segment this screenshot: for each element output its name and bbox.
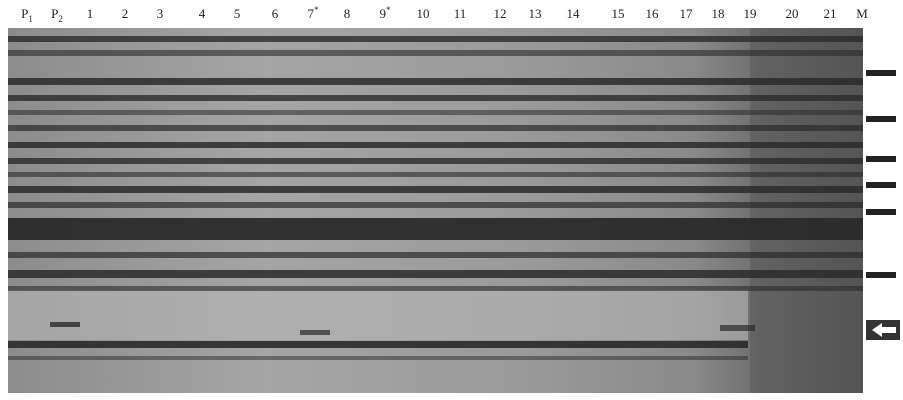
lane-label-main: 4 (199, 6, 206, 21)
lane-label-sub: 2 (58, 14, 63, 24)
lane-label: 8 (344, 6, 351, 21)
lane-label: 9* (380, 5, 392, 21)
lane-label-main: 14 (567, 6, 581, 21)
lane-label: 1 (87, 6, 94, 21)
lane-label-main: 15 (612, 6, 625, 21)
lane-label: 14 (567, 6, 581, 21)
lane-label: 5 (234, 6, 241, 21)
lane-label-main: 10 (417, 6, 430, 21)
lane-label-main: 18 (712, 6, 725, 21)
gel-body (8, 28, 863, 393)
lane-label: 15 (612, 6, 625, 21)
lane-labels: P1 P2 1 2 3 4 5 6 7* 8 9* 10 11 12 13 14 15 16 17 18 19 20 21 M (21, 5, 868, 24)
lane-label: 17 (680, 6, 694, 21)
lane-label-main: 8 (344, 6, 351, 21)
lane-label-main: 9 (380, 6, 387, 21)
lane-label: 18 (712, 6, 725, 21)
marker-lane (866, 70, 900, 340)
lane-label-sub: 1 (28, 14, 33, 24)
lane-label-main: 6 (272, 6, 279, 21)
lane-label: 11 (454, 6, 467, 21)
lane-label: M (856, 6, 868, 21)
lane-label: P2 (51, 6, 63, 24)
lane-label: 7* (308, 5, 320, 21)
lane-label-main: 20 (786, 6, 799, 21)
lane-label-main: 1 (87, 6, 94, 21)
lane-label-sup: * (314, 5, 319, 15)
lane-label: P1 (21, 6, 33, 24)
lane-label-main: 5 (234, 6, 241, 21)
arrow (872, 323, 896, 337)
lane-label: 2 (122, 6, 129, 21)
lane-label-main: 3 (157, 6, 164, 21)
lane-label-main: 11 (454, 6, 467, 21)
lane-label-main: 17 (680, 6, 694, 21)
lane-label-main: 12 (494, 6, 507, 21)
lane-label: 4 (199, 6, 206, 21)
lane-label: 12 (494, 6, 507, 21)
lane-label: 19 (744, 6, 757, 21)
lane-label-main: 19 (744, 6, 757, 21)
lane-label-main: P (51, 6, 58, 21)
lane-label-main: 16 (646, 6, 660, 21)
lane-label-main: 2 (122, 6, 129, 21)
lane-label-main: 7 (308, 6, 315, 21)
lane-label-main: P (21, 6, 28, 21)
lane-label-sup: * (386, 5, 391, 15)
lane-label-main: M (856, 6, 868, 21)
lane-label: 16 (646, 6, 660, 21)
lane-label: 3 (157, 6, 164, 21)
lane-label: 6 (272, 6, 279, 21)
lane-label-main: 13 (529, 6, 542, 21)
lane-label: 21 (824, 6, 837, 21)
lane-label: 13 (529, 6, 542, 21)
lane-label: 20 (786, 6, 799, 21)
lane-label: 10 (417, 6, 430, 21)
lane-label-main: 21 (824, 6, 837, 21)
